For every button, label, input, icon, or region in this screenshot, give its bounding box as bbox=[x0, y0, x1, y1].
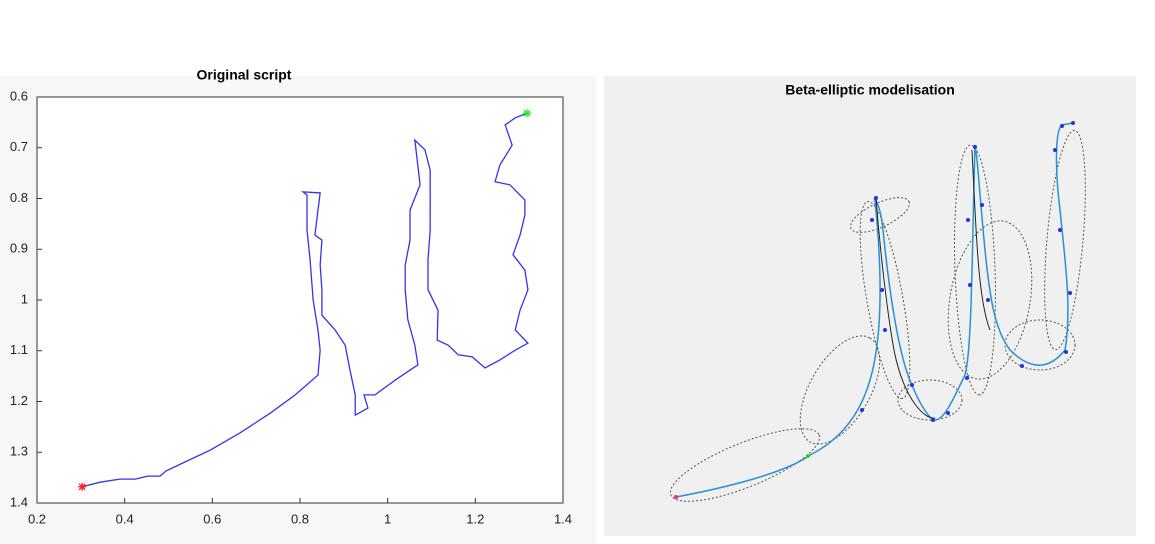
star-marker bbox=[523, 109, 532, 118]
y-tick-label: 1.2 bbox=[10, 393, 28, 408]
y-tick-label: 1.3 bbox=[10, 444, 28, 459]
point bbox=[931, 418, 935, 422]
model-curve bbox=[675, 122, 1074, 498]
point bbox=[880, 288, 884, 292]
point bbox=[1058, 228, 1062, 232]
ellipse bbox=[897, 379, 963, 421]
ellipse bbox=[859, 200, 911, 400]
point bbox=[1053, 148, 1057, 152]
x-tick-label: 1.2 bbox=[466, 511, 484, 526]
point bbox=[965, 376, 969, 380]
ellipses bbox=[669, 129, 1086, 502]
star-stroke bbox=[78, 483, 86, 491]
point bbox=[1020, 364, 1024, 368]
line-series bbox=[81, 112, 529, 488]
y-tick-label: 1.1 bbox=[10, 342, 28, 357]
x-tick-label: 1 bbox=[384, 511, 391, 526]
point bbox=[910, 383, 914, 387]
point bbox=[806, 454, 810, 458]
point bbox=[674, 495, 678, 499]
point bbox=[986, 298, 990, 302]
chart-title: Original script bbox=[197, 67, 292, 83]
right-panel: Beta-elliptic modelisation bbox=[604, 76, 1136, 536]
star-stroke bbox=[523, 109, 531, 117]
y-tick-label: 0.6 bbox=[10, 88, 28, 103]
x-tick-label: 0.2 bbox=[28, 511, 46, 526]
star-marker bbox=[78, 482, 87, 491]
point bbox=[870, 218, 874, 222]
ellipse bbox=[1004, 319, 1076, 371]
chart-title: Beta-elliptic modelisation bbox=[785, 82, 955, 98]
ellipse bbox=[1044, 129, 1086, 351]
y-tick-label: 0.9 bbox=[10, 241, 28, 256]
ellipse bbox=[947, 220, 1033, 380]
point bbox=[860, 408, 864, 412]
point bbox=[1060, 124, 1064, 128]
y-tick-label: 1 bbox=[21, 291, 28, 306]
point bbox=[1068, 291, 1072, 295]
point bbox=[946, 411, 950, 415]
x-tick-label: 1.4 bbox=[554, 511, 572, 526]
y-tick-label: 1.4 bbox=[10, 494, 28, 509]
ellipse bbox=[954, 144, 996, 396]
point bbox=[966, 218, 970, 222]
axes-box bbox=[36, 96, 564, 504]
point bbox=[1064, 350, 1068, 354]
y-tick-label: 0.7 bbox=[10, 139, 28, 154]
reference-curve bbox=[875, 149, 991, 419]
y-tick-label: 0.8 bbox=[10, 190, 28, 205]
x-tick-label: 0.6 bbox=[203, 511, 221, 526]
x-tick-label: 0.4 bbox=[116, 511, 134, 526]
segment-points bbox=[674, 121, 1075, 499]
point bbox=[883, 328, 887, 332]
point bbox=[973, 145, 977, 149]
ellipse bbox=[799, 335, 881, 445]
point bbox=[968, 283, 972, 287]
right-panel-bg bbox=[604, 76, 1136, 536]
point bbox=[874, 196, 878, 200]
x-tick-label: 0.8 bbox=[291, 511, 309, 526]
point bbox=[980, 203, 984, 207]
point bbox=[1071, 121, 1075, 125]
